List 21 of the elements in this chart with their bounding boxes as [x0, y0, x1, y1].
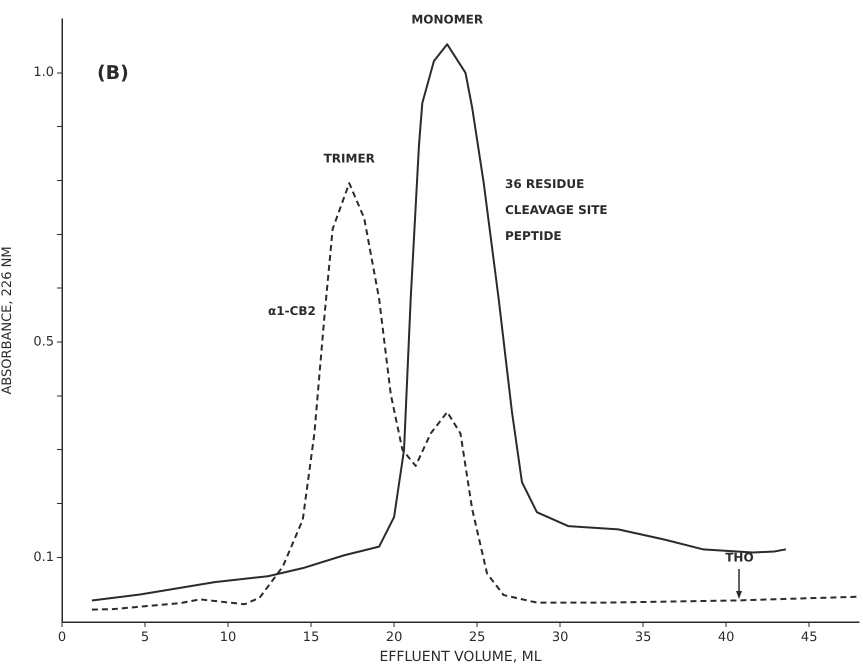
x-tick-label: 25 — [468, 630, 486, 646]
y-tick-label: 0.5 — [33, 334, 54, 350]
x-tick-label: 5 — [140, 630, 150, 646]
annotation: TRIMER — [324, 151, 375, 166]
annotation: (B) — [97, 62, 129, 84]
annotation: MONOMER — [411, 12, 484, 26]
x-tick-label: 35 — [634, 630, 652, 646]
x-tick-label: 15 — [302, 630, 320, 646]
y-tick-label: 0.1 — [33, 550, 54, 565]
x-tick-label: 40 — [718, 630, 734, 646]
x-tick-label: 20 — [386, 630, 402, 646]
x-tick-label: 10 — [220, 630, 236, 646]
x-tick-label: 45 — [800, 630, 818, 646]
series-label: 36 RESIDUE CLEAVAGE SITE PEPTIDE — [505, 177, 608, 244]
y-tick-label: 1.0 — [33, 65, 54, 80]
series-label: α1-CB2 — [268, 304, 316, 318]
y-axis-title: ABSORBANCE, 226 NM — [0, 246, 16, 395]
x-tick-label: 30 — [552, 630, 568, 646]
x-tick-label: 0 — [58, 630, 66, 646]
x-axis-title: EFFLUENT VOLUME, ML — [379, 649, 542, 666]
annotation: THO — [725, 550, 754, 565]
